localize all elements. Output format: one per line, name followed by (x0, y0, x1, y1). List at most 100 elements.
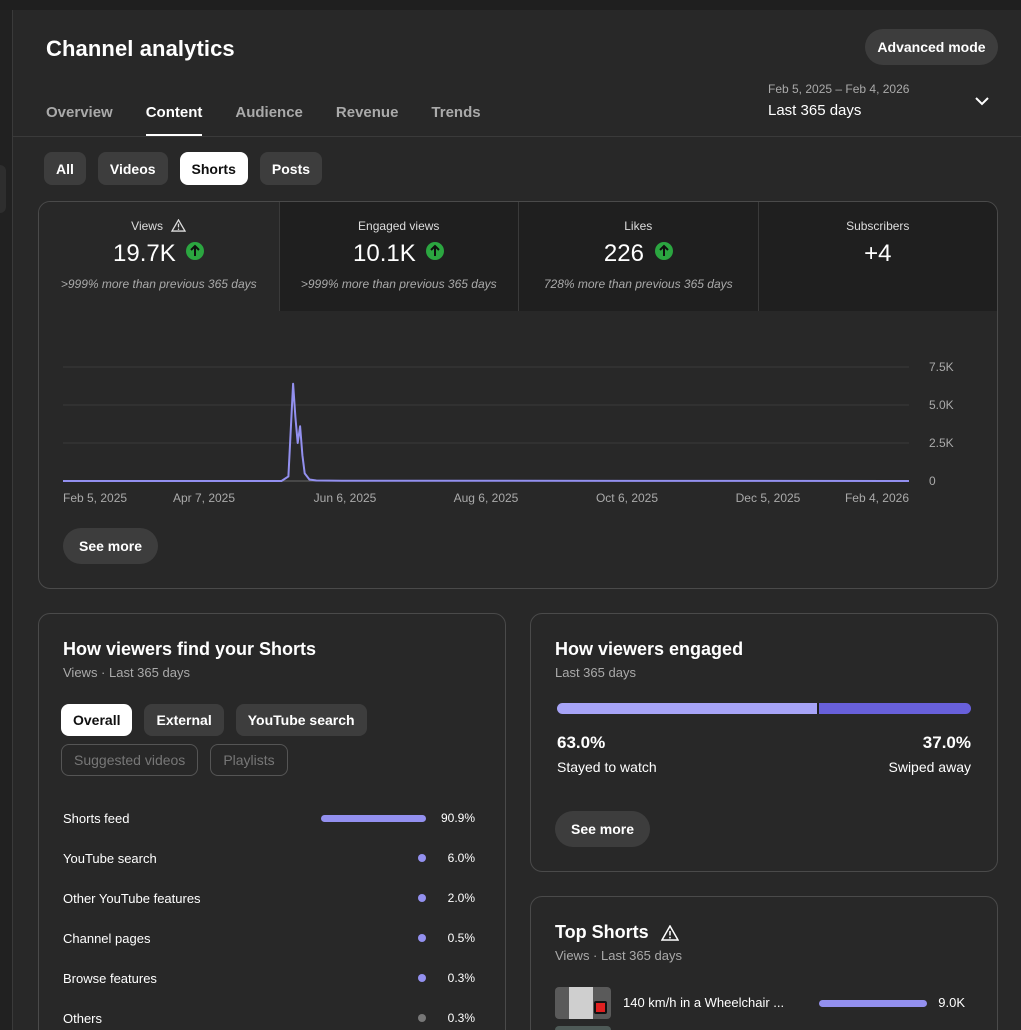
metric-views-label-row: Views (39, 218, 279, 233)
metric-tabs: Views 19.7K >999% more than previous 365… (39, 202, 997, 311)
filter-all[interactable]: All (44, 152, 86, 185)
series-line (63, 382, 910, 482)
metric-views-note: >999% more than previous 365 days (60, 277, 257, 291)
metric-subscribers-label: Subscribers (846, 219, 910, 233)
filter-overall[interactable]: Overall (61, 704, 133, 736)
top-shorts-card: Top Shorts Views · Last 365 days 140 km/… (530, 896, 998, 1030)
traffic-source-dot (418, 854, 426, 862)
metric-views-label: Views (131, 219, 163, 233)
metric-views-value: 19.7K (113, 240, 176, 267)
swiped-segment (818, 703, 971, 714)
metric-subscribers[interactable]: Subscribers +4 (757, 202, 997, 311)
engagement-bar (557, 703, 971, 714)
engagement-title: How viewers engaged (555, 639, 744, 659)
x-tick-label: Jun 6, 2025 (314, 491, 377, 505)
metric-likes-label: Likes (624, 219, 653, 233)
stayed-segment (557, 703, 817, 714)
top-short-views: 9.0K (938, 995, 965, 1010)
traffic-source-row[interactable]: Shorts feed 90.9% (63, 811, 475, 851)
warning-icon (171, 218, 187, 232)
header-divider (13, 136, 1021, 137)
traffic-source-label: Other YouTube features (63, 891, 201, 906)
page-title: Channel analytics (46, 36, 235, 61)
tab-content[interactable]: Content (145, 96, 202, 136)
traffic-source-row[interactable]: Channel pages 0.5% (63, 931, 475, 971)
top-shorts-title: Top Shorts (555, 922, 649, 942)
metric-engaged-views-value-row: 10.1K (280, 240, 519, 268)
metric-engaged-views-value: 10.1K (353, 240, 416, 267)
traffic-sources-subtitle: Views · Last 365 days (63, 665, 190, 680)
traffic-source-dot (418, 894, 426, 902)
traffic-source-label: Others (63, 1011, 103, 1026)
x-tick-label: Oct 6, 2025 (596, 491, 658, 505)
date-range-picker[interactable]: Feb 5, 2025 – Feb 4, 2026 Last 365 days (768, 82, 909, 119)
traffic-source-bar (321, 815, 426, 822)
traffic-source-row[interactable]: Other YouTube features 2.0% (63, 891, 475, 931)
top-strip (0, 0, 1021, 10)
engagement-subtitle: Last 365 days (555, 665, 636, 680)
tab-trends[interactable]: Trends (431, 104, 481, 121)
chevron-down-icon[interactable] (972, 91, 992, 111)
trend-up-icon (654, 242, 673, 260)
filter-videos[interactable]: Videos (97, 152, 168, 185)
y-tick-label: 7.5K (929, 360, 954, 374)
metric-likes[interactable]: Likes 226 728% more than previous 365 da… (518, 202, 758, 311)
date-period-label: Last 365 days (768, 102, 862, 119)
tab-overview[interactable]: Overview (46, 104, 113, 121)
metric-likes-value-row: 226 (519, 240, 758, 268)
swiped-label: Swiped away (888, 759, 972, 775)
traffic-source-label: Shorts feed (63, 811, 130, 826)
views-line-chart[interactable]: 7.5K 5.0K 2.5K 0 Feb 5, 2025 Apr 7, 2025 Jun 6… (39, 311, 997, 521)
traffic-source-percent: 0.3% (447, 1011, 475, 1025)
top-shorts-title-row: Top Shorts (555, 922, 679, 943)
see-more-button[interactable]: See more (63, 528, 159, 564)
traffic-sources-title: How viewers find your Shorts (63, 639, 317, 659)
traffic-source-row[interactable]: YouTube search 6.0% (63, 851, 475, 891)
x-tick-label: Dec 5, 2025 (736, 491, 801, 505)
x-tick-label: Apr 7, 2025 (173, 491, 235, 505)
trend-up-icon (186, 242, 205, 260)
y-tick-label: 2.5K (929, 436, 954, 450)
short-thumbnail[interactable] (555, 987, 611, 1019)
traffic-source-percent: 2.0% (447, 891, 475, 905)
traffic-source-dot (418, 934, 426, 942)
traffic-source-percent: 90.9% (440, 811, 475, 825)
trend-up-icon (426, 242, 445, 260)
metric-views[interactable]: Views 19.7K >999% more than previous 365… (39, 202, 279, 311)
top-short-bar (819, 1000, 927, 1007)
traffic-source-row[interactable]: Others 0.3% (63, 1011, 475, 1030)
traffic-source-row[interactable]: Browse features 0.3% (63, 971, 475, 1011)
metric-subscribers-value: +4 (864, 240, 892, 267)
filter-posts[interactable]: Posts (259, 152, 323, 185)
overview-card: Views 19.7K >999% more than previous 365… (38, 201, 998, 589)
content-type-filters: All Videos Shorts Posts (44, 152, 334, 185)
traffic-source-label: Channel pages (63, 931, 151, 946)
traffic-source-percent: 0.5% (447, 931, 475, 945)
filter-suggested-videos: Suggested videos (61, 744, 199, 776)
engagement-see-more-button[interactable]: See more (555, 811, 651, 847)
engagement-card: How viewers engaged Last 365 days 63.0% … (530, 613, 998, 872)
segment-divider (816, 703, 819, 714)
filter-youtube-search[interactable]: YouTube search (235, 704, 367, 736)
thumbnail-badge (594, 1001, 607, 1014)
traffic-source-label: YouTube search (63, 851, 157, 866)
top-short-title[interactable]: 140 km/h in a Wheelchair ... (623, 995, 785, 1010)
x-tick-label: Feb 5, 2025 (63, 491, 127, 505)
top-shorts-subtitle: Views · Last 365 days (555, 948, 682, 963)
traffic-sources-list: Shorts feed 90.9% YouTube search 6.0% Other … (63, 811, 475, 1030)
metric-engaged-views-note: >999% more than previous 365 days (300, 277, 497, 291)
advanced-mode-button[interactable]: Advanced mode (865, 29, 998, 65)
y-tick-label: 0 (929, 474, 936, 488)
thumbnail-figure (569, 987, 593, 1019)
stayed-label: Stayed to watch (557, 759, 657, 775)
date-range-text: Feb 5, 2025 – Feb 4, 2026 (768, 82, 910, 96)
sidebar-collapse-handle[interactable] (0, 165, 6, 213)
tab-revenue[interactable]: Revenue (335, 104, 399, 121)
y-tick-label: 5.0K (929, 398, 954, 412)
traffic-source-percent: 6.0% (447, 851, 475, 865)
metric-engaged-views[interactable]: Engaged views 10.1K >999% more than prev… (278, 202, 519, 311)
short-thumbnail-next[interactable] (555, 1026, 611, 1030)
filter-shorts[interactable]: Shorts (179, 152, 248, 185)
tab-audience[interactable]: Audience (235, 104, 303, 121)
filter-external[interactable]: External (144, 704, 224, 736)
